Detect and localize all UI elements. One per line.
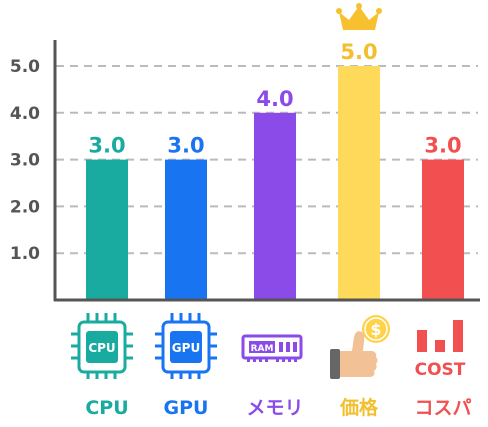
- category-label: CPU: [85, 397, 128, 419]
- cpu-icon-text: CPU: [88, 341, 115, 355]
- y-tick-label: 1.0: [10, 244, 40, 264]
- y-tick-label: 4.0: [10, 104, 40, 124]
- price-thumbs-up-icon: $: [330, 315, 390, 379]
- gpu-icon: GPU: [155, 313, 217, 379]
- y-axis-ticks: 1.0 2.0 3.0 4.0 5.0: [10, 57, 40, 264]
- cost-performance-icon: COST: [415, 320, 466, 380]
- y-tick-label: 3.0: [10, 151, 40, 171]
- bar: [86, 159, 128, 300]
- category-label: 価格: [339, 396, 379, 419]
- ram-icon-text: RAM: [251, 344, 274, 354]
- bar: [422, 159, 464, 300]
- bar: [338, 66, 380, 300]
- bar-value-label: 3.0: [167, 134, 204, 158]
- bars: [86, 66, 464, 300]
- bar-value-label: 4.0: [256, 87, 293, 111]
- y-tick-label: 2.0: [10, 197, 40, 217]
- value-labels: 3.0 3.0 4.0 5.0 3.0: [88, 40, 461, 158]
- bar-value-label: 3.0: [88, 134, 125, 158]
- bar: [165, 159, 207, 300]
- bar: [254, 112, 296, 300]
- cost-icon-text: COST: [415, 360, 466, 380]
- cpu-icon: CPU: [71, 313, 133, 379]
- ram-icon: RAM: [241, 334, 303, 362]
- category-label: GPU: [164, 397, 209, 419]
- bar-value-label: 5.0: [340, 40, 377, 64]
- y-tick-label: 5.0: [10, 57, 40, 77]
- category-label: コスパ: [414, 397, 471, 419]
- category-labels: CPU GPU メモリ 価格 コスパ: [85, 396, 471, 419]
- crown-icon: [336, 3, 382, 30]
- coin-icon-text: $: [370, 320, 381, 339]
- category-label: メモリ: [246, 397, 303, 419]
- gpu-icon-text: GPU: [172, 341, 200, 355]
- bar-value-label: 3.0: [424, 134, 461, 158]
